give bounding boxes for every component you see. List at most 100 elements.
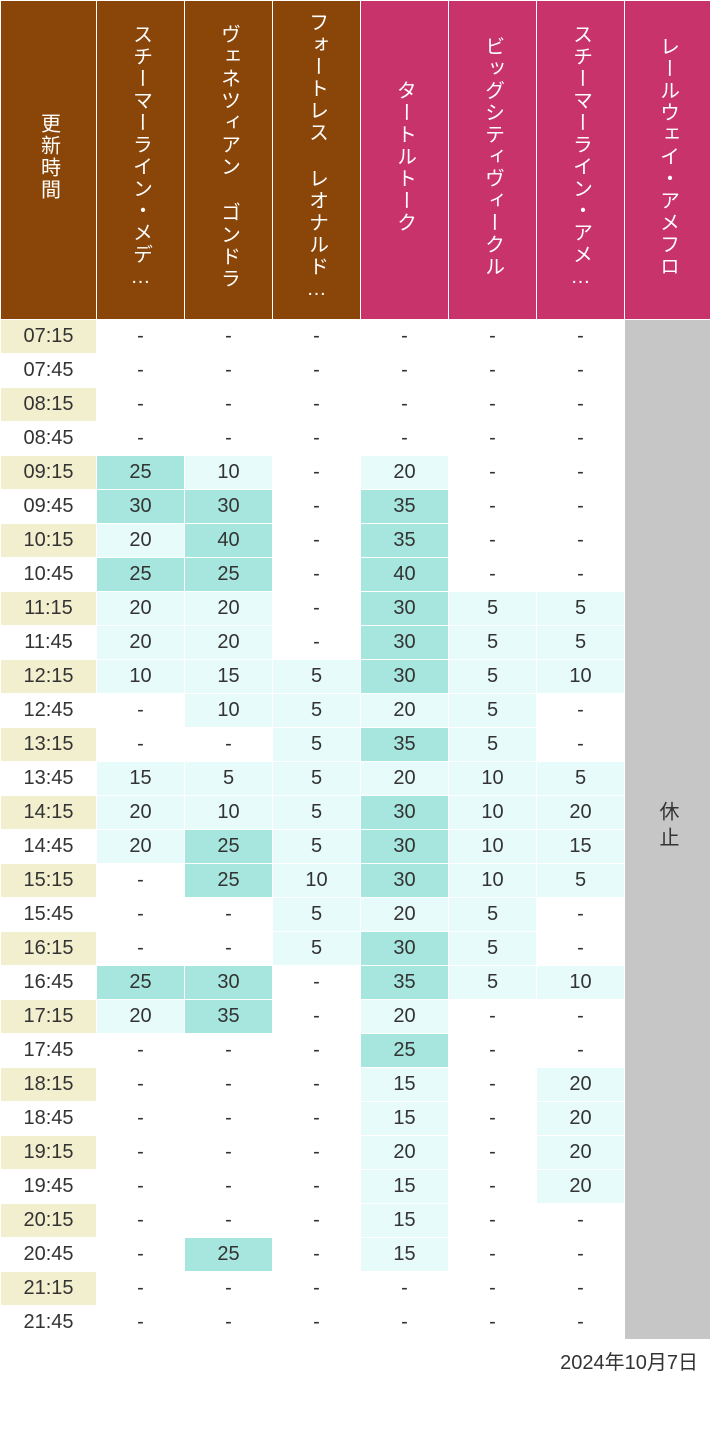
wait-cell-bigcity: - — [449, 422, 537, 456]
time-cell: 17:45 — [1, 1034, 97, 1068]
wait-cell-steam2: - — [537, 898, 625, 932]
wait-cell-venet: 25 — [185, 1238, 273, 1272]
wait-cell-turtle: 30 — [361, 796, 449, 830]
wait-cell-venet: - — [185, 388, 273, 422]
table-row: 07:45------ — [1, 354, 710, 388]
wait-cell-turtle: 30 — [361, 932, 449, 966]
wait-cell-bigcity: 5 — [449, 592, 537, 626]
wait-cell-bigcity: 5 — [449, 932, 537, 966]
time-cell: 08:15 — [1, 388, 97, 422]
wait-cell-steam2: - — [537, 558, 625, 592]
wait-time-table: 更新時間スチーマーライン・メデ…ヴェネツィアン ゴンドラフォートレス レオナルド… — [0, 0, 710, 1340]
time-cell: 15:45 — [1, 898, 97, 932]
table-row: 16:452530-35510 — [1, 966, 710, 1000]
header-label: 更新時間 — [36, 113, 62, 201]
wait-cell-fort: - — [273, 966, 361, 1000]
wait-cell-steam1: - — [97, 694, 185, 728]
wait-cell-steam1: 20 — [97, 830, 185, 864]
wait-cell-venet: 30 — [185, 490, 273, 524]
wait-cell-steam1: - — [97, 1170, 185, 1204]
wait-cell-venet: - — [185, 1306, 273, 1340]
table-row: 14:1520105301020 — [1, 796, 710, 830]
time-cell: 14:45 — [1, 830, 97, 864]
wait-cell-turtle: 20 — [361, 694, 449, 728]
wait-cell-venet: - — [185, 1272, 273, 1306]
wait-cell-venet: - — [185, 1034, 273, 1068]
wait-cell-fort: - — [273, 1272, 361, 1306]
wait-cell-bigcity: - — [449, 388, 537, 422]
wait-cell-steam2: - — [537, 728, 625, 762]
wait-cell-venet: - — [185, 1102, 273, 1136]
wait-cell-bigcity: - — [449, 1136, 537, 1170]
wait-cell-bigcity: - — [449, 558, 537, 592]
time-cell: 10:15 — [1, 524, 97, 558]
wait-cell-steam1: - — [97, 898, 185, 932]
time-cell: 18:15 — [1, 1068, 97, 1102]
wait-cell-steam1: - — [97, 422, 185, 456]
header-label: ビッグシティヴィークル — [480, 36, 506, 278]
wait-cell-venet: 25 — [185, 864, 273, 898]
wait-cell-steam2: 10 — [537, 966, 625, 1000]
wait-cell-venet: 35 — [185, 1000, 273, 1034]
wait-cell-bigcity: 5 — [449, 898, 537, 932]
table-row: 16:15--5305- — [1, 932, 710, 966]
footer-date: 2024年10月7日 — [0, 1340, 710, 1375]
table-row: 19:45---15-20 — [1, 1170, 710, 1204]
wait-cell-venet: 10 — [185, 456, 273, 490]
wait-cell-steam2: - — [537, 490, 625, 524]
wait-cell-steam2: 20 — [537, 1170, 625, 1204]
wait-cell-steam1: - — [97, 864, 185, 898]
header-rail: レールウェイ・アメフロ — [625, 1, 710, 320]
wait-cell-steam1: - — [97, 1034, 185, 1068]
wait-cell-fort: - — [273, 388, 361, 422]
header-label: スチーマーライン・アメ… — [568, 24, 594, 290]
table-row: 12:151015530510 — [1, 660, 710, 694]
time-cell: 08:45 — [1, 422, 97, 456]
wait-cell-fort: - — [273, 354, 361, 388]
table-row: 11:452020-3055 — [1, 626, 710, 660]
header-steam2: スチーマーライン・アメ… — [537, 1, 625, 320]
table-row: 21:15------ — [1, 1272, 710, 1306]
time-cell: 20:15 — [1, 1204, 97, 1238]
wait-cell-steam2: - — [537, 524, 625, 558]
wait-cell-steam2: - — [537, 694, 625, 728]
wait-cell-bigcity: - — [449, 1170, 537, 1204]
table-row: 12:45-105205- — [1, 694, 710, 728]
wait-cell-venet: - — [185, 1170, 273, 1204]
table-row: 13:15--5355- — [1, 728, 710, 762]
wait-cell-fort: - — [273, 1034, 361, 1068]
wait-cell-steam1: 20 — [97, 626, 185, 660]
wait-cell-steam2: 20 — [537, 1068, 625, 1102]
table-row: 10:452525-40-- — [1, 558, 710, 592]
wait-cell-steam1: - — [97, 1204, 185, 1238]
table-row: 08:15------ — [1, 388, 710, 422]
wait-cell-fort: - — [273, 490, 361, 524]
wait-cell-fort: 5 — [273, 762, 361, 796]
header-label: スチーマーライン・メデ… — [128, 24, 154, 290]
wait-cell-turtle: - — [361, 1272, 449, 1306]
wait-cell-steam1: - — [97, 388, 185, 422]
wait-cell-venet: 15 — [185, 660, 273, 694]
wait-cell-venet: 10 — [185, 796, 273, 830]
wait-cell-turtle: - — [361, 422, 449, 456]
table-row: 21:45------ — [1, 1306, 710, 1340]
wait-cell-fort: - — [273, 320, 361, 354]
header-steam1: スチーマーライン・メデ… — [97, 1, 185, 320]
wait-cell-steam1: 20 — [97, 796, 185, 830]
wait-cell-turtle: 35 — [361, 966, 449, 1000]
wait-cell-venet: 25 — [185, 830, 273, 864]
wait-cell-venet: 5 — [185, 762, 273, 796]
table-row: 10:152040-35-- — [1, 524, 710, 558]
time-cell: 12:45 — [1, 694, 97, 728]
wait-cell-venet: - — [185, 1136, 273, 1170]
time-cell: 09:15 — [1, 456, 97, 490]
time-cell: 11:15 — [1, 592, 97, 626]
wait-cell-turtle: 30 — [361, 830, 449, 864]
wait-cell-bigcity: - — [449, 354, 537, 388]
wait-cell-fort: - — [273, 1136, 361, 1170]
wait-cell-bigcity: - — [449, 1272, 537, 1306]
wait-cell-bigcity: 5 — [449, 728, 537, 762]
wait-cell-turtle: 20 — [361, 762, 449, 796]
time-cell: 16:45 — [1, 966, 97, 1000]
time-cell: 13:15 — [1, 728, 97, 762]
